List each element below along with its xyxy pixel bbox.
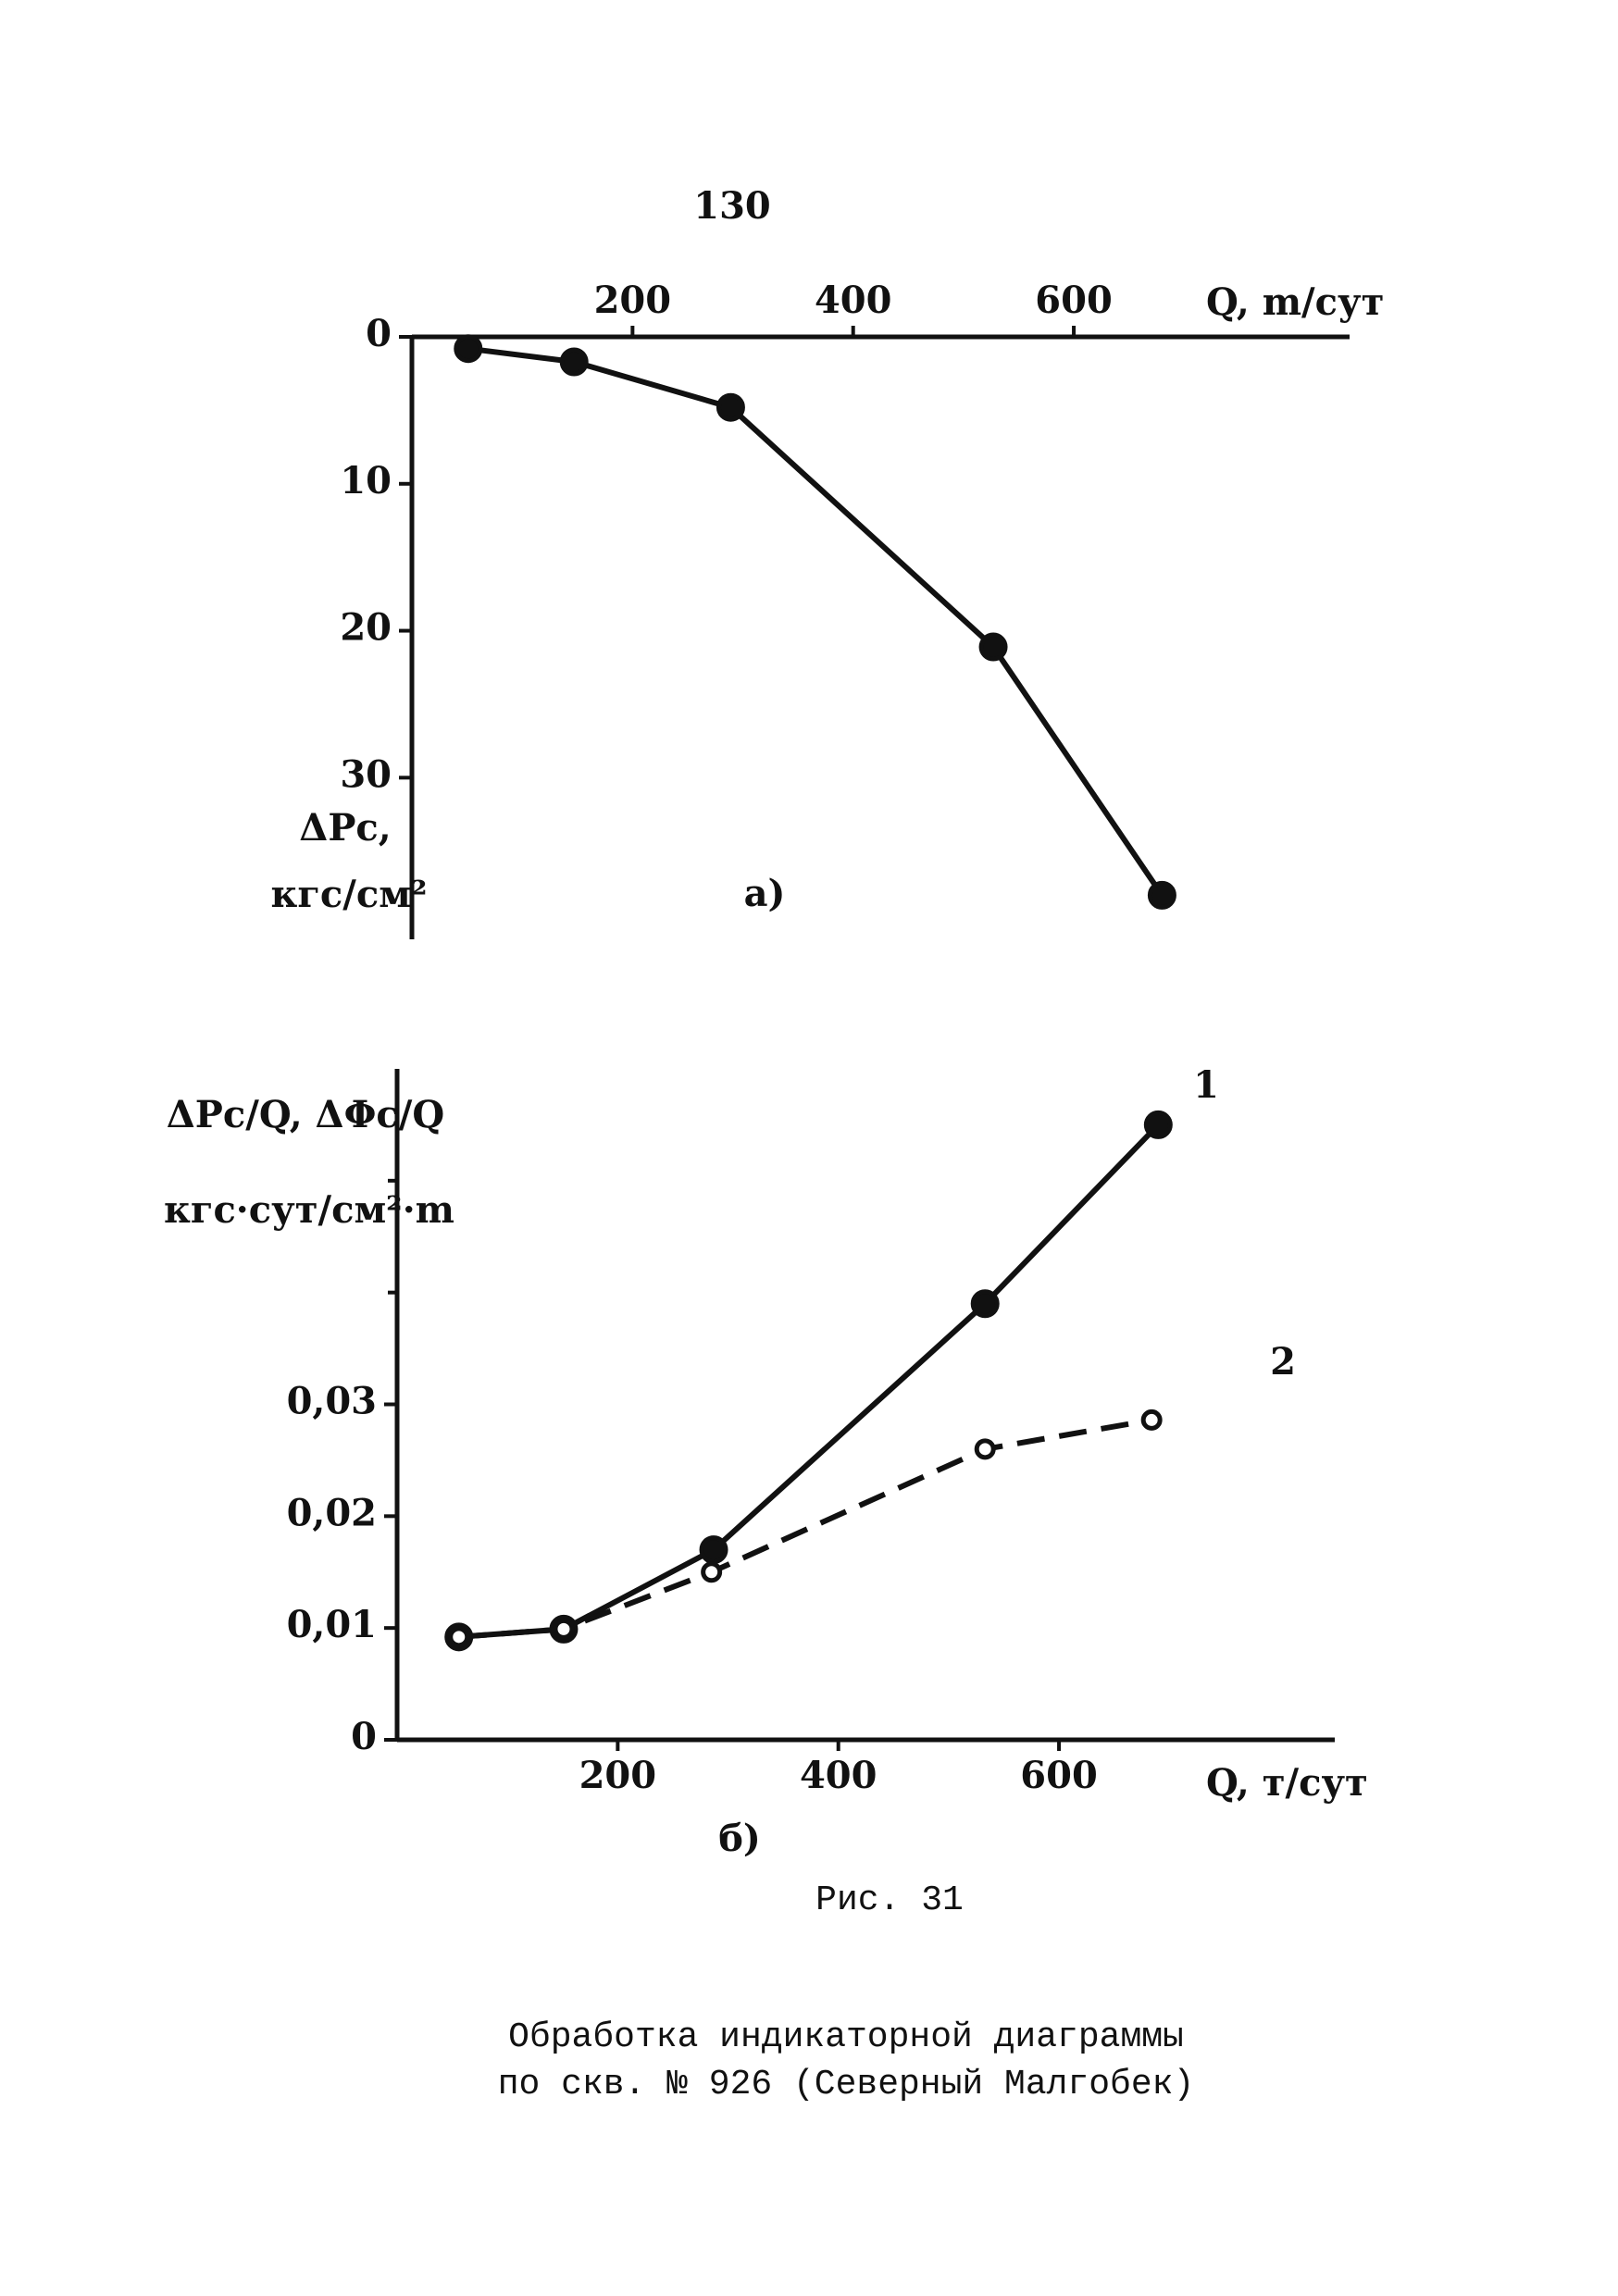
panel-label: а) xyxy=(744,872,786,915)
y-axis-unit: кгс/см² xyxy=(271,873,428,916)
data-point xyxy=(974,1438,996,1460)
figure-label: Рис. 31 xyxy=(815,1880,964,1920)
y-tick-label: 20 xyxy=(340,606,392,650)
data-point xyxy=(978,632,1008,662)
y-tick-label: 0,02 xyxy=(287,1491,377,1534)
x-tick-label: 400 xyxy=(800,1754,877,1797)
panel-label: б) xyxy=(718,1817,761,1860)
data-point xyxy=(559,347,589,377)
data-point xyxy=(1143,1110,1173,1139)
caption-line: Обработка индикаторной диаграммы xyxy=(508,2017,1184,2057)
y-tick-label: 10 xyxy=(340,459,392,503)
data-point xyxy=(1140,1409,1163,1431)
y-axis-label: ΔPc, xyxy=(299,806,391,850)
curve xyxy=(467,345,1164,898)
data-point xyxy=(448,1626,470,1648)
y-tick-label: 0,01 xyxy=(287,1603,377,1646)
curve xyxy=(458,1123,1161,1640)
x-tick-label: 600 xyxy=(1035,279,1113,322)
y-tick-label: 0,03 xyxy=(287,1380,377,1423)
data-point xyxy=(553,1618,575,1640)
x-tick-label: 400 xyxy=(815,279,892,322)
x-tick-label: 200 xyxy=(594,279,672,322)
data-point xyxy=(454,334,483,364)
x-axis-label: Q, m/сут xyxy=(1206,280,1384,324)
x-tick-label: 200 xyxy=(579,1754,657,1797)
caption-line: по скв. № 926 (Северный Малгобек) xyxy=(498,2065,1195,2104)
y-tick-label: 0 xyxy=(366,312,392,355)
data-point xyxy=(701,1561,723,1583)
y-axis-unit: кгс·сут/см²·m xyxy=(164,1188,454,1232)
y-tick-label: 30 xyxy=(340,752,392,796)
y-tick-label: 0 xyxy=(351,1715,377,1758)
series-label: 1 xyxy=(1193,1063,1219,1107)
x-tick-label: 600 xyxy=(1020,1754,1098,1797)
curve xyxy=(458,1417,1152,1640)
data-point xyxy=(716,392,745,422)
y-axis-label: ΔPc/Q, ΔΦc/Q xyxy=(167,1093,444,1136)
series-label: 2 xyxy=(1270,1340,1296,1384)
page-number: 130 xyxy=(693,184,771,228)
x-axis-label: Q, т/сут xyxy=(1206,1761,1368,1805)
data-point xyxy=(970,1289,1000,1319)
data-point xyxy=(1147,880,1176,910)
data-point xyxy=(699,1535,728,1565)
